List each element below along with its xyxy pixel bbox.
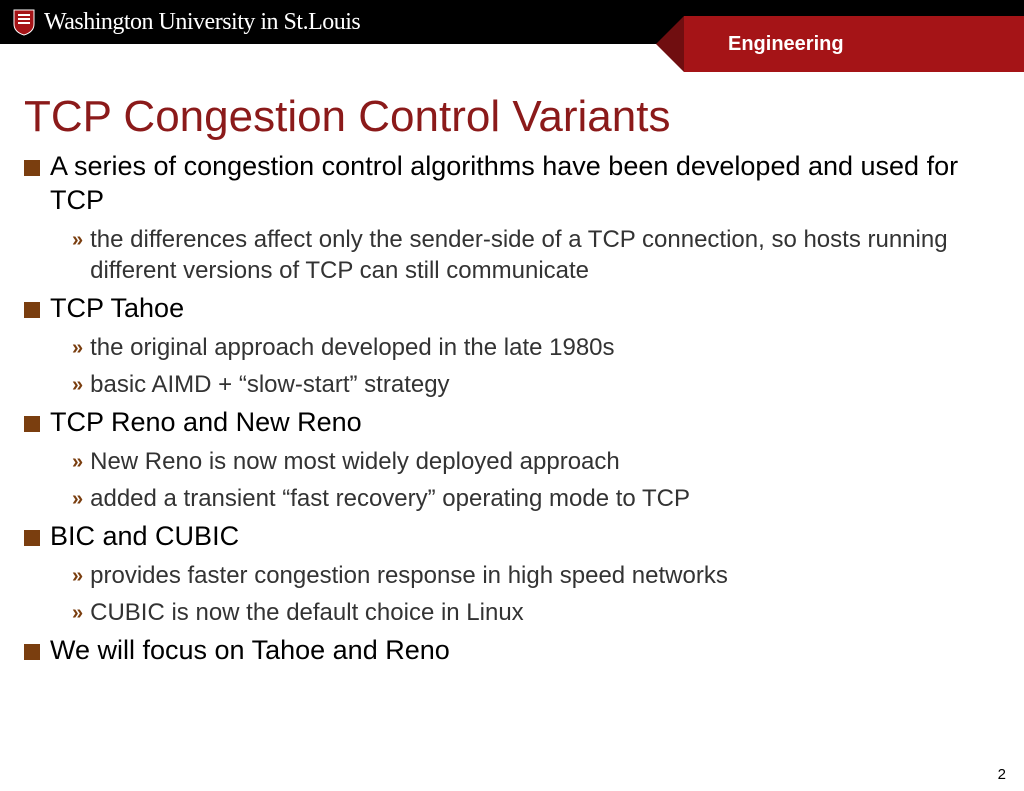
- bullet-item: TCP Reno and New Reno: [24, 406, 1000, 440]
- square-bullet-icon: [24, 416, 40, 432]
- chevron-bullet-icon: »: [72, 563, 80, 589]
- university-name: Washington University in St.Louis: [44, 9, 360, 36]
- bullet-item: We will focus on Tahoe and Reno: [24, 634, 1000, 668]
- sub-bullet-item: » basic AIMD + “slow-start” strategy: [24, 369, 1000, 400]
- department-label: Engineering: [728, 33, 844, 56]
- bullet-text: the original approach developed in the l…: [90, 332, 1000, 363]
- bullet-item: TCP Tahoe: [24, 292, 1000, 326]
- chevron-bullet-icon: »: [72, 600, 80, 626]
- bullet-text: basic AIMD + “slow-start” strategy: [90, 369, 1000, 400]
- bullet-text: CUBIC is now the default choice in Linux: [90, 597, 1000, 628]
- chevron-bullet-icon: »: [72, 486, 80, 512]
- bullet-text: the differences affect only the sender-s…: [90, 224, 1000, 286]
- sub-bullet-item: » the differences affect only the sender…: [24, 224, 1000, 286]
- bullet-text: New Reno is now most widely deployed app…: [90, 446, 1000, 477]
- sub-bullet-item: » provides faster congestion response in…: [24, 560, 1000, 591]
- chevron-bullet-icon: »: [72, 227, 80, 253]
- sub-bullet-item: » CUBIC is now the default choice in Lin…: [24, 597, 1000, 628]
- square-bullet-icon: [24, 302, 40, 318]
- bullet-text: TCP Tahoe: [50, 292, 1000, 326]
- sub-bullet-item: » the original approach developed in the…: [24, 332, 1000, 363]
- sub-bullet-item: » added a transient “fast recovery” oper…: [24, 483, 1000, 514]
- square-bullet-icon: [24, 530, 40, 546]
- page-number: 2: [998, 766, 1006, 783]
- university-shield-icon: [12, 8, 36, 36]
- bullet-text: provides faster congestion response in h…: [90, 560, 1000, 591]
- bullet-text: We will focus on Tahoe and Reno: [50, 634, 1000, 668]
- department-banner: Engineering: [684, 16, 1024, 72]
- square-bullet-icon: [24, 644, 40, 660]
- bullet-item: BIC and CUBIC: [24, 520, 1000, 554]
- bullet-text: A series of congestion control algorithm…: [50, 150, 1000, 218]
- slide-content: A series of congestion control algorithm…: [0, 150, 1024, 668]
- slide-title: TCP Congestion Control Variants: [24, 92, 1024, 142]
- chevron-bullet-icon: »: [72, 449, 80, 475]
- bullet-text: TCP Reno and New Reno: [50, 406, 1000, 440]
- bullet-text: added a transient “fast recovery” operat…: [90, 483, 1000, 514]
- square-bullet-icon: [24, 160, 40, 176]
- chevron-bullet-icon: »: [72, 372, 80, 398]
- bullet-item: A series of congestion control algorithm…: [24, 150, 1000, 218]
- bullet-text: BIC and CUBIC: [50, 520, 1000, 554]
- chevron-bullet-icon: »: [72, 335, 80, 361]
- sub-bullet-item: » New Reno is now most widely deployed a…: [24, 446, 1000, 477]
